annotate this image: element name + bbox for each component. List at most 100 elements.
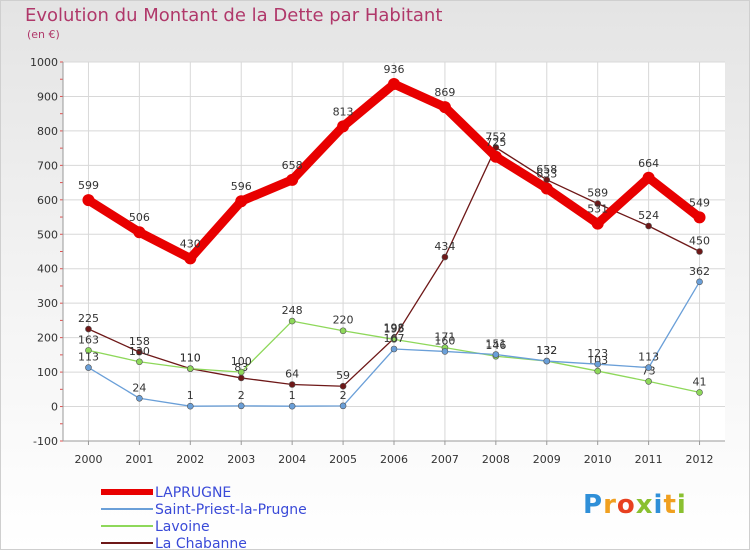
- data-label-la-chabanne: 434: [434, 240, 455, 253]
- data-point-lavoine: [237, 368, 245, 376]
- data-point-la-chabanne: [441, 253, 449, 261]
- logo-letter: i: [676, 490, 687, 520]
- data-point-laprugne: [693, 211, 706, 224]
- data-label-saint-priest-la-prugne: 132: [536, 344, 557, 357]
- data-label-la-chabanne: 64: [285, 367, 299, 380]
- data-point-lavoine: [187, 365, 194, 372]
- legend-swatch-la-chabanne: [101, 542, 153, 544]
- data-label-saint-priest-la-prugne: 151: [485, 338, 506, 351]
- legend-label-la-chabanne: La Chabanne: [155, 536, 247, 552]
- data-point-la-chabanne: [288, 381, 296, 388]
- data-label-la-chabanne: 589: [587, 187, 608, 200]
- data-point-lavoine: [594, 367, 601, 375]
- y-tick-label: -100: [33, 435, 58, 448]
- data-label-la-chabanne: 158: [129, 335, 150, 348]
- data-point-saint-priest-la-prugne: [441, 348, 449, 355]
- data-label-saint-priest-la-prugne: 1: [187, 389, 194, 402]
- logo-letter: P: [583, 490, 604, 520]
- y-tick-label: 400: [37, 263, 58, 276]
- x-tick-label: 2000: [74, 453, 102, 466]
- legend-label-saint-priest-la-prugne: Saint-Priest-la-Prugne: [155, 502, 307, 518]
- data-label-la-chabanne: 450: [689, 235, 710, 248]
- data-point-lavoine: [288, 317, 296, 325]
- data-label-laprugne: 869: [434, 86, 455, 99]
- proxiti-logo: Proxiti: [583, 490, 687, 520]
- data-label-laprugne: 506: [129, 211, 150, 224]
- data-point-saint-priest-la-prugne: [543, 357, 551, 365]
- logo-letter: i: [653, 490, 664, 520]
- data-point-saint-priest-la-prugne: [187, 402, 194, 410]
- x-tick-label: 2008: [482, 453, 510, 466]
- data-label-la-chabanne: 658: [536, 163, 557, 176]
- x-tick-label: 2009: [533, 453, 561, 466]
- data-point-saint-priest-la-prugne: [696, 278, 703, 286]
- data-point-la-chabanne: [85, 325, 92, 333]
- legend-swatch-lavoine: [101, 525, 153, 527]
- data-point-la-chabanne: [645, 222, 652, 230]
- x-tick-label: 2010: [584, 453, 612, 466]
- logo-letter: o: [616, 490, 636, 520]
- logo-letter: x: [635, 490, 654, 520]
- data-point-saint-priest-la-prugne: [85, 364, 92, 371]
- x-tick-label: 2011: [635, 453, 663, 466]
- legend-swatch-saint-priest-la-prugne: [101, 508, 153, 510]
- data-label-laprugne: 658: [282, 159, 303, 172]
- data-point-laprugne: [235, 195, 248, 208]
- data-label-saint-priest-la-prugne: 167: [384, 332, 405, 345]
- data-point-saint-priest-la-prugne: [645, 364, 652, 371]
- x-tick-label: 2006: [380, 453, 408, 466]
- data-label-laprugne: 936: [384, 63, 405, 76]
- data-point-laprugne: [591, 217, 604, 230]
- data-point-saint-priest-la-prugne: [492, 351, 500, 358]
- y-tick-label: 800: [37, 125, 58, 138]
- data-point-la-chabanne: [696, 248, 703, 255]
- x-tick-label: 2005: [329, 453, 357, 466]
- data-label-la-chabanne: 752: [485, 130, 506, 143]
- data-label-laprugne: 599: [78, 179, 99, 192]
- data-label-lavoine: 195: [384, 322, 405, 335]
- chart-subtitle: (en €): [27, 28, 60, 41]
- x-tick-label: 2002: [176, 453, 204, 466]
- data-label-saint-priest-la-prugne: 160: [434, 334, 455, 347]
- data-point-saint-priest-la-prugne: [339, 402, 347, 410]
- y-tick-label: 0: [51, 401, 58, 414]
- data-label-saint-priest-la-prugne: 113: [78, 351, 99, 364]
- chart-title: Evolution du Montant de la Dette par Hab…: [25, 5, 443, 26]
- data-label-lavoine: 248: [282, 304, 303, 317]
- data-point-la-chabanne: [339, 382, 347, 390]
- data-label-laprugne: 549: [689, 196, 710, 209]
- data-label-la-chabanne: 59: [336, 369, 350, 382]
- data-label-laprugne: 596: [231, 180, 252, 193]
- data-point-laprugne: [540, 182, 553, 195]
- y-tick-label: 100: [37, 366, 58, 379]
- data-label-laprugne: 664: [638, 157, 659, 170]
- data-label-lavoine: 100: [231, 355, 252, 368]
- logo-letter: r: [603, 490, 617, 520]
- legend-label-lavoine: Lavoine: [155, 519, 210, 535]
- data-label-la-chabanne: 225: [78, 312, 99, 325]
- data-label-saint-priest-la-prugne: 24: [132, 381, 146, 394]
- data-point-laprugne: [133, 226, 146, 239]
- data-label-lavoine: 130: [129, 345, 150, 358]
- data-label-saint-priest-la-prugne: 113: [638, 351, 659, 364]
- data-point-saint-priest-la-prugne: [288, 402, 296, 410]
- data-label-lavoine: 163: [78, 333, 99, 346]
- y-tick-label: 300: [37, 297, 58, 310]
- data-point-lavoine: [696, 389, 703, 396]
- data-point-lavoine: [85, 347, 92, 354]
- x-tick-label: 2001: [125, 453, 153, 466]
- data-label-la-chabanne: 198: [384, 321, 405, 334]
- y-tick-label: 200: [37, 332, 58, 345]
- data-point-laprugne: [286, 173, 299, 186]
- y-tick-label: 700: [37, 159, 58, 172]
- data-point-saint-priest-la-prugne: [390, 345, 398, 353]
- data-point-saint-priest-la-prugne: [136, 394, 143, 402]
- data-point-la-chabanne: [237, 374, 245, 382]
- data-point-saint-priest-la-prugne: [594, 360, 601, 368]
- legend-swatch-laprugne: [101, 489, 153, 495]
- data-label-saint-priest-la-prugne: 2: [238, 389, 245, 402]
- x-tick-label: 2007: [431, 453, 459, 466]
- data-label-laprugne: 633: [536, 167, 557, 180]
